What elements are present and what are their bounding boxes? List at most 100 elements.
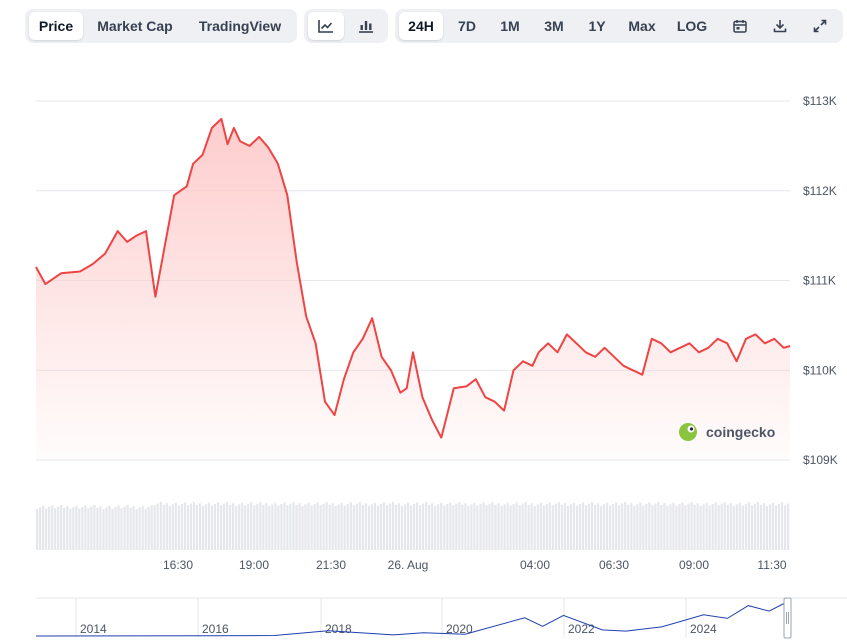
volume-bar [174, 502, 177, 550]
volume-bar [600, 506, 603, 550]
volume-bar [223, 503, 226, 550]
volume-bar [153, 505, 156, 550]
volume-bar [325, 502, 328, 550]
volume-bar [624, 502, 627, 550]
volume-bar [117, 505, 120, 550]
volume-bar [60, 505, 63, 550]
log-scale-toggle[interactable]: LOG [676, 18, 708, 34]
volume-bar [198, 503, 202, 550]
range-24h[interactable]: 24H [399, 12, 443, 40]
volume-bar [488, 503, 491, 550]
volume-bar [750, 505, 753, 550]
volume-bar [615, 502, 618, 550]
volume-bar [633, 506, 636, 550]
volume-bar [726, 504, 729, 550]
volume-bar [554, 503, 557, 550]
volume-bar [156, 503, 159, 550]
volume-bar [660, 504, 663, 550]
volume-bar [551, 505, 554, 550]
volume-bar [533, 506, 536, 550]
volume-bar [322, 503, 325, 550]
volume-bar [491, 502, 494, 550]
volume-bar [334, 506, 337, 550]
download-button[interactable] [763, 12, 797, 40]
volume-bar [201, 506, 205, 550]
volume-bar [687, 503, 690, 550]
volume-bar [762, 503, 766, 550]
navigator-handle[interactable] [783, 597, 792, 639]
volume-bar [494, 504, 497, 550]
tab-market-cap[interactable]: Market Cap [97, 18, 173, 34]
volume-bar [81, 507, 84, 550]
volume-bar [603, 504, 606, 550]
volume-bar [126, 505, 129, 550]
range-1m[interactable]: 1M [500, 18, 520, 34]
volume-bar [253, 505, 256, 550]
volume-bar [587, 503, 591, 550]
x-tick-label: 06:30 [599, 558, 629, 572]
volume-bar [180, 504, 183, 550]
navigator-year-label: 2020 [446, 622, 473, 636]
volume-bar [90, 506, 93, 550]
volume-bar [563, 503, 566, 550]
volume-bar [654, 503, 657, 550]
view-tabs: Price Market Cap TradingView [25, 9, 297, 43]
range-7d[interactable]: 7D [458, 18, 476, 34]
volume-bar [765, 506, 769, 550]
volume-bar [681, 502, 684, 550]
candlestick-chart-icon [359, 21, 373, 33]
volume-bar [560, 504, 563, 550]
volume-bar [382, 502, 385, 550]
volume-bar [467, 506, 470, 550]
volume-bar [702, 504, 705, 550]
volume-bar [666, 506, 669, 550]
volume-bar [717, 505, 720, 550]
volume-bar [337, 504, 340, 550]
volume-bar [391, 502, 395, 550]
volume-bar [54, 508, 57, 550]
y-tick-label: $109K [803, 453, 838, 467]
volume-bar [388, 503, 392, 550]
volume-bar [108, 505, 111, 550]
tab-price[interactable]: Price [29, 12, 83, 40]
volume-bar [177, 505, 180, 550]
volume-bar [413, 504, 416, 550]
volume-bar [774, 505, 778, 550]
volume-bar [235, 506, 238, 550]
volume-bar [446, 504, 449, 550]
x-tick-label: 26. Aug [388, 558, 429, 572]
volume-bar [349, 502, 352, 550]
volume-bar [343, 505, 346, 550]
volume-bar [102, 509, 105, 550]
volume-bar [720, 503, 723, 550]
download-icon [773, 20, 787, 33]
range-1y[interactable]: 1Y [588, 18, 606, 34]
fullscreen-button[interactable] [803, 12, 837, 40]
volume-bar [440, 502, 443, 550]
coingecko-watermark: coingecko [679, 423, 775, 441]
range-max[interactable]: Max [628, 18, 656, 34]
volume-bar [183, 502, 186, 550]
volume-bar [171, 504, 174, 550]
volume-bar [75, 505, 78, 550]
volume-bar [355, 503, 358, 550]
calendar-button[interactable] [723, 12, 757, 40]
line-chart-button[interactable] [308, 12, 344, 40]
volume-bar [66, 506, 69, 550]
range-3m[interactable]: 3M [544, 18, 564, 34]
volume-bar [373, 502, 376, 550]
volume-bar [497, 503, 500, 550]
navigator[interactable]: 2014 2016 2018 2020 2022 2024 [35, 597, 847, 639]
volume-bar [204, 504, 208, 550]
volume-bar [485, 505, 488, 550]
volume-bar [379, 504, 382, 550]
tab-tradingview[interactable]: TradingView [198, 18, 282, 34]
volume-bar [304, 504, 307, 550]
candlestick-chart-button[interactable] [348, 12, 384, 40]
volume-bar [470, 504, 473, 550]
volume-bar [735, 504, 738, 550]
volume-bar [642, 505, 645, 550]
volume-bar [195, 504, 198, 550]
x-tick-label: 04:00 [520, 558, 550, 572]
